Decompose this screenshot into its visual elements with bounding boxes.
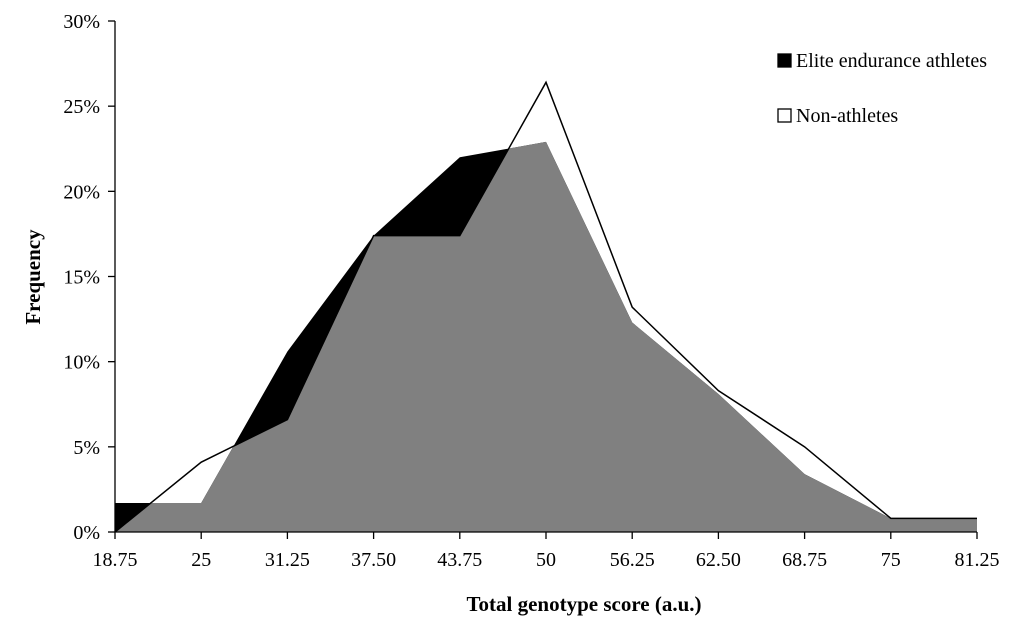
y-tick-label: 25% — [63, 96, 100, 118]
x-tick-label: 25 — [191, 549, 211, 571]
plot-areas — [114, 80, 977, 533]
x-tick-label: 68.75 — [782, 549, 827, 571]
x-axis-title: Total genotype score (a.u.) — [466, 592, 701, 616]
legend-label: Non-athletes — [796, 105, 898, 127]
x-tick-label: 37.50 — [351, 549, 396, 571]
y-tick-label: 20% — [63, 181, 100, 203]
x-tick-label: 43.75 — [437, 549, 482, 571]
y-tick-label: 10% — [63, 352, 100, 374]
x-tick-label: 81.25 — [955, 549, 1000, 571]
tick-labels: 0% 5% 10% 15% 20% 25% 30% 18.75 25 31.25 37.50 43.7… — [63, 11, 999, 571]
series-line-non-athletes — [114, 80, 977, 533]
y-tick-label: 30% — [63, 11, 100, 33]
x-tick-label: 75 — [881, 549, 901, 571]
y-tick-label: 0% — [73, 522, 100, 544]
y-axis-title: Frequency — [21, 229, 45, 325]
x-tick-label: 62.50 — [696, 549, 741, 571]
y-tick-label: 15% — [63, 267, 100, 289]
y-tick-label: 5% — [73, 437, 100, 459]
axes — [108, 20, 978, 539]
overlap-area — [115, 141, 977, 533]
legend: Elite endurance athletes Non-athletes — [777, 50, 987, 127]
x-tick-label: 56.25 — [610, 549, 655, 571]
legend-swatch — [777, 108, 792, 123]
x-tick-label: 50 — [536, 549, 556, 571]
x-tick-label: 31.25 — [265, 549, 310, 571]
x-tick-label: 18.75 — [93, 549, 138, 571]
legend-swatch — [777, 53, 792, 68]
legend-label: Elite endurance athletes — [796, 50, 987, 72]
